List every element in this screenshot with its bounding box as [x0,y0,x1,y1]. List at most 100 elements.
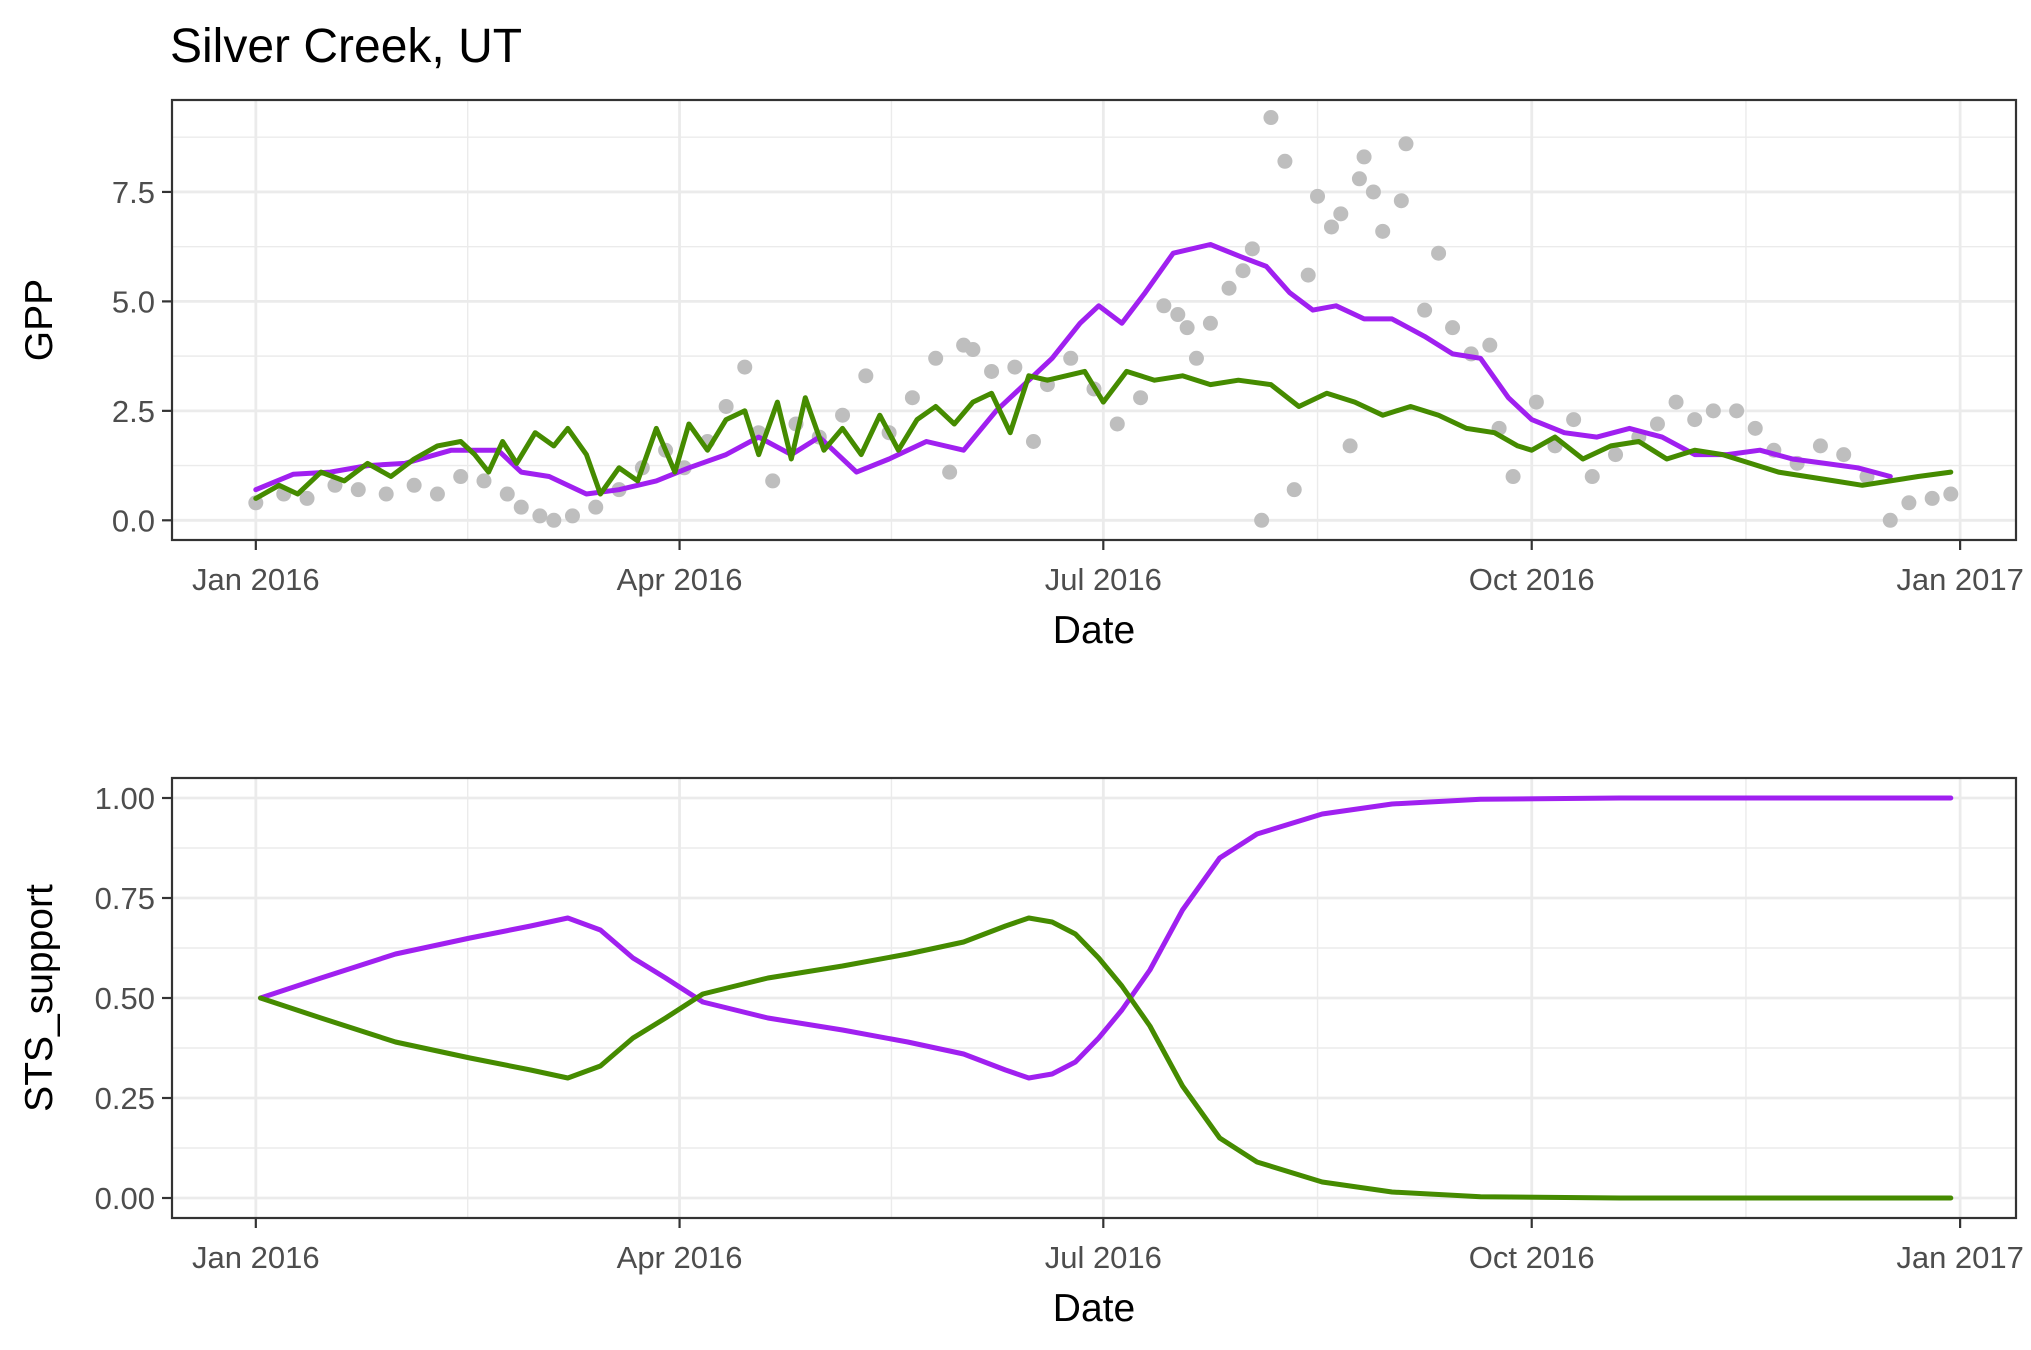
gpp-observation-point [1943,486,1959,502]
x-tick-label-apr-2016: Apr 2016 [617,562,743,597]
gpp-observation-point [1300,267,1316,283]
y-tick-label-0-25: 0.25 [95,1081,155,1116]
x-tick-label-jan-2017: Jan 2017 [1896,562,2024,597]
gpp-observation-point [1342,438,1358,454]
gpp-observation-point [1882,512,1898,528]
gpp-observation-point [718,398,734,414]
x-axis-title: Date [1053,609,1135,652]
y-tick-label-0-00: 0.00 [95,1181,155,1216]
gpp-observation-point [588,499,604,515]
y-tick-label-2-5: 2.5 [112,394,155,429]
gpp-observation-point [1705,403,1721,419]
gpp-observation-point [1170,307,1186,323]
gpp-observation-point [453,469,469,485]
gpp-observation-point [1221,280,1237,296]
y-tick-label-0-0: 0.0 [112,503,155,538]
gpp-observation-point [1263,110,1279,126]
gpp-observation-point [1584,469,1600,485]
gpp-observation-point [1202,315,1218,331]
gpp-observation-point [1417,302,1433,318]
gpp-observation-point [1924,490,1940,506]
gpp-observation-point [499,486,515,502]
gpp-observation-point [1445,320,1461,336]
gpp-observation-point [1608,447,1624,463]
y-axis-title: GPP [18,279,61,361]
x-tick-label-oct-2016: Oct 2016 [1469,562,1595,597]
gpp-observation-point [1398,136,1414,152]
chart-title: Silver Creek, UT [170,20,522,73]
gpp-observation-point [1528,394,1544,410]
gpp-observation-point [1277,153,1293,169]
gpp-observation-point [1566,412,1582,428]
gpp-observation-point [1687,412,1703,428]
x-tick-label-jul-2016: Jul 2016 [1045,1240,1162,1275]
x-tick-label-oct-2016: Oct 2016 [1469,1240,1595,1275]
plot-background [172,100,2016,540]
sts-support-panel: Jan 2016 Apr 2016 Jul 2016 Oct 2016 Jan 2017… [18,776,2024,1330]
purple-series-line [258,795,1954,1081]
gpp-observation-point [1375,223,1391,239]
gpp-observation-point [942,464,958,480]
gpp-observation-point [429,486,445,502]
gpp-observation-point [564,508,580,524]
gpp-observation-point [1156,298,1172,314]
green-series-line [258,915,1954,1201]
gpp-observation-point [1063,350,1079,366]
gpp-observation-point [299,490,315,506]
gpp-observation-point [1668,394,1684,410]
gpp-observation-point [1649,416,1665,432]
gpp-observation-point [1351,171,1367,187]
gpp-observation-point [1729,403,1745,419]
gpp-observation-point [1333,206,1349,222]
panel-border [170,98,2018,542]
y-tick-label-5-0: 5.0 [112,284,155,319]
gpp-observation-point [1505,469,1521,485]
y-tick-label-0-75: 0.75 [95,881,155,916]
gpp-observation-point [1188,350,1204,366]
gpp-observation-point [1747,420,1763,436]
gpp-observation-point [406,477,422,493]
x-tick-label-jul-2016: Jul 2016 [1045,562,1162,597]
x-tick-label-apr-2016: Apr 2016 [617,1240,743,1275]
gpp-observation-point [1254,512,1270,528]
gpp-observation-point [1482,337,1498,353]
gpp-observation-point [1244,241,1260,257]
gpp-panel: Jan 2016 Apr 2016 Jul 2016 Oct 2016 Jan 2017… [18,98,2024,652]
gpp-observation-point [737,359,753,375]
y-axis-title: STS_support [18,884,61,1112]
gpp-observation-point [513,499,529,515]
gpp-observation-point [904,390,920,406]
gpp-observation-point [1323,219,1339,235]
gpp-observation-point [1235,263,1251,279]
gpp-observation-point [984,363,1000,379]
gpp-observation-point [327,477,343,493]
gpp-observation-point [1310,188,1326,204]
gpp-observation-point [1286,482,1302,498]
gpp-observation-point [1393,193,1409,209]
y-tick-label-7-5: 7.5 [112,175,155,210]
gpp-observation-point [1836,447,1852,463]
gpp-observation-point [1025,433,1041,449]
gpp-observation-point [1133,390,1149,406]
x-tick-label-jan-2016: Jan 2016 [192,1240,320,1275]
gpp-observation-point [1812,438,1828,454]
gpp-observation-point [476,473,492,489]
x-tick-label-jan-2016: Jan 2016 [192,562,320,597]
gpp-observation-point [378,486,394,502]
green-series-line [253,368,1954,501]
gpp-observation-point [546,512,562,528]
gpp-observation-point [1007,359,1023,375]
gpp-observation-point [1179,320,1195,336]
gpp-observation-point [965,342,981,358]
gpp-observation-point [928,350,944,366]
gpp-observation-point [532,508,548,524]
gpp-observation-point [858,368,874,384]
purple-series-line [253,242,1893,497]
gpp-observation-point [1431,245,1447,261]
y-tick-label-0-50: 0.50 [95,981,155,1016]
gpp-observation-point [350,482,366,498]
gpp-observation-point [1109,416,1125,432]
x-axis-title: Date [1053,1287,1135,1330]
gpp-observation-point [835,407,851,423]
